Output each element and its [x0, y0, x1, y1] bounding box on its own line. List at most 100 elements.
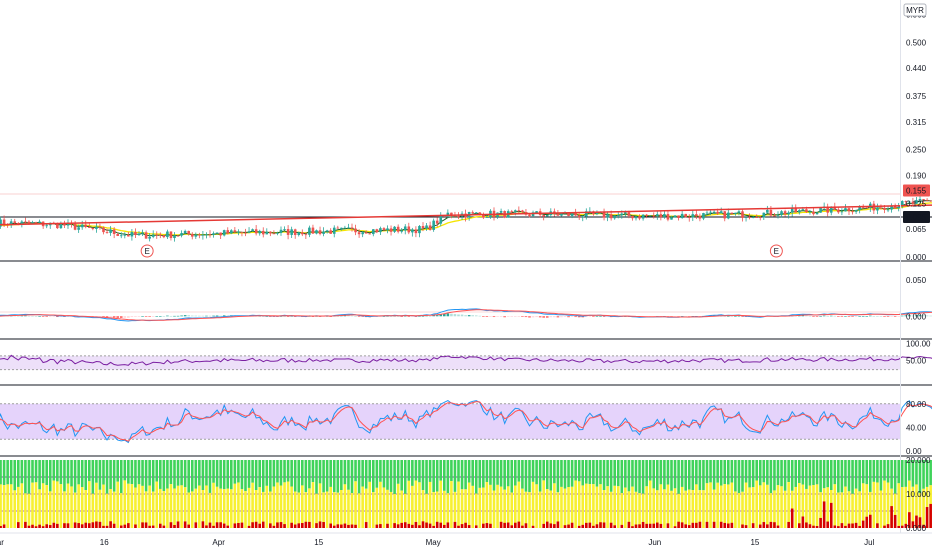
volume-bar-yellow — [553, 483, 556, 528]
candle-body — [499, 211, 503, 213]
candle-body — [663, 214, 666, 218]
macd-hist-bar — [59, 316, 63, 317]
macd-hist-bar — [407, 316, 411, 317]
volume-bar-green — [876, 460, 879, 483]
candle-body — [283, 229, 286, 230]
volume-bar-yellow — [815, 484, 819, 528]
macd-hist-bar — [585, 316, 588, 317]
macd-hist-bar — [861, 316, 865, 317]
macd-hist-bar — [545, 316, 549, 318]
volume-bar-green — [570, 460, 574, 487]
macd-hist-bar — [567, 316, 570, 318]
volume-bar-yellow — [318, 483, 322, 528]
volume-bar-red — [77, 523, 80, 528]
volume-bar-yellow — [762, 482, 766, 528]
macd-hist-bar — [183, 315, 187, 317]
volume-bar-yellow — [673, 488, 677, 528]
volume-bar-yellow — [602, 490, 606, 528]
candle-body — [904, 201, 908, 202]
volume-bar-green — [329, 460, 332, 487]
volume-bar-yellow — [24, 493, 27, 528]
macd-hist-bar — [592, 316, 595, 317]
macd-hist-bar — [127, 316, 130, 318]
volume-bar-green — [762, 460, 766, 483]
volume-bar-green — [34, 460, 38, 483]
volume-bar-yellow — [787, 482, 790, 528]
volume-bar-yellow — [102, 484, 105, 528]
volume-bar-red — [627, 521, 631, 528]
volume-bar-red — [233, 523, 237, 528]
macd-hist-bar — [929, 315, 932, 317]
volume-bar-green — [844, 460, 847, 487]
candle-body — [602, 212, 606, 218]
candle-body — [112, 229, 116, 235]
volume-bar-green — [403, 460, 407, 494]
volume-bar-yellow — [748, 487, 751, 528]
volume-bars — [0, 460, 932, 528]
volume-bar-red — [98, 521, 102, 528]
volume-bar-green — [258, 460, 261, 488]
volume-bar-green — [27, 460, 31, 494]
volume-bar-yellow — [677, 493, 680, 528]
candle-body — [716, 211, 719, 214]
candle-body — [414, 229, 418, 234]
macd-hist-bar — [354, 316, 357, 317]
volume-bar-green — [6, 460, 9, 485]
volume-bar-red — [173, 525, 176, 528]
currency-badge[interactable] — [903, 3, 927, 17]
volume-bar-yellow — [844, 486, 847, 528]
price-axis-label: 0.250 — [906, 146, 927, 155]
earnings-marker[interactable] — [769, 244, 783, 258]
volume-bar-red — [84, 522, 88, 528]
candle-body — [570, 213, 574, 216]
volume-bar-yellow — [265, 485, 269, 528]
volume-bar-green — [315, 460, 318, 494]
volume-bar-red — [467, 525, 471, 528]
macd-hist-bar — [155, 316, 159, 317]
volume-bar-yellow — [169, 484, 173, 528]
earnings-marker[interactable] — [140, 244, 154, 258]
volume-bar-red — [588, 522, 592, 528]
earnings-marker-label: E — [144, 247, 149, 256]
volume-bar-red — [258, 523, 261, 528]
volume-bar-green — [705, 460, 709, 484]
volume-bar-yellow — [883, 480, 886, 528]
volume-bar-green — [201, 460, 205, 491]
volume-bar-yellow — [684, 490, 687, 528]
candle-body — [908, 201, 911, 203]
candle-body — [31, 222, 34, 224]
volume-bar-yellow — [91, 493, 95, 528]
candle-body — [812, 211, 815, 215]
candle-body — [695, 214, 698, 216]
macd-hist-bar — [290, 316, 293, 317]
volume-bar-green — [137, 460, 141, 485]
volume-bar-green — [325, 460, 329, 492]
candle-body — [219, 232, 222, 236]
volume-bar-green — [45, 460, 48, 486]
volume-bar-yellow — [73, 492, 77, 528]
candle-body — [169, 231, 173, 239]
volume-bar-green — [716, 460, 719, 483]
macd-hist-bar — [357, 316, 361, 317]
macd-hist-bar — [450, 313, 453, 317]
volume-bar-green — [63, 460, 66, 492]
candle-body — [567, 212, 570, 216]
macd-hist-bar — [574, 316, 577, 318]
volume-bar-green — [48, 460, 52, 492]
price-axis-label: 0.190 — [906, 171, 927, 180]
candle-body — [403, 226, 407, 231]
volume-bar-yellow — [219, 488, 222, 528]
volume-bar-yellow — [819, 492, 822, 528]
volume-bar-yellow — [471, 485, 474, 528]
volume-bar-yellow — [773, 490, 776, 528]
volume-bar-red — [741, 524, 744, 528]
volume-bar-yellow — [751, 487, 755, 528]
volume-bar-yellow — [758, 485, 762, 528]
volume-bar-green — [748, 460, 751, 488]
volume-bar-red — [545, 521, 549, 528]
indicator-axis-label: 10.000 — [906, 490, 931, 499]
volume-bar-yellow — [382, 487, 386, 528]
volume-bar-green — [528, 460, 531, 493]
volume-bar-red — [322, 522, 325, 528]
